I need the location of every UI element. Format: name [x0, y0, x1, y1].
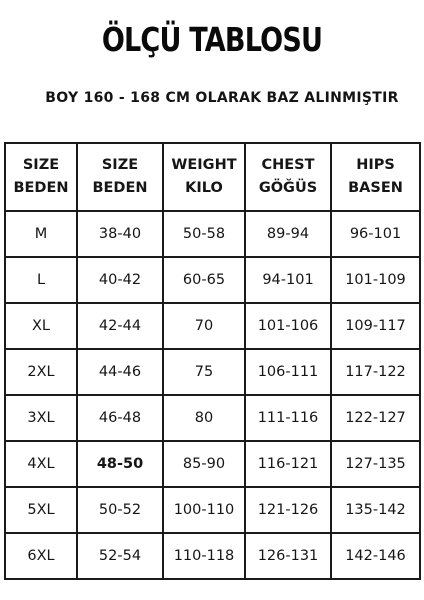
size-letter-cell: M [4, 210, 78, 258]
hips-cell: 127-135 [330, 440, 421, 488]
height-note: BOY 160 - 168 CM OLARAK BAZ ALINMIŞTIR [45, 90, 399, 106]
chest-cell: 89-94 [244, 210, 332, 258]
weight-cell: 50-58 [162, 210, 246, 258]
size-number-cell: 48-50 [76, 440, 164, 488]
weight-cell: 110-118 [162, 532, 246, 580]
header-hips-basen: HIPS BASEN [330, 142, 421, 212]
header-label: CHEST [261, 157, 315, 173]
hips-cell: 109-117 [330, 302, 421, 350]
size-chart-table: SIZE BEDEN SIZE BEDEN WEIGHT KILO CHEST … [4, 142, 421, 580]
size-number-cell: 50-52 [76, 486, 164, 534]
weight-cell: 60-65 [162, 256, 246, 304]
chest-cell: 94-101 [244, 256, 332, 304]
header-label: BASEN [348, 180, 403, 196]
size-number-cell: 44-46 [76, 348, 164, 396]
weight-cell: 80 [162, 394, 246, 442]
size-number-cell: 46-48 [76, 394, 164, 442]
size-number-cell: 40-42 [76, 256, 164, 304]
header-label: SIZE [101, 157, 139, 173]
weight-cell: 70 [162, 302, 246, 350]
hips-cell: 117-122 [330, 348, 421, 396]
header-size-beden-1: SIZE BEDEN [4, 142, 78, 212]
table-row: L 40-42 60-65 94-101 101-109 [4, 256, 421, 304]
size-letter-cell: 5XL [4, 486, 78, 534]
size-letter-cell: XL [4, 302, 78, 350]
chest-cell: 101-106 [244, 302, 332, 350]
header-label: BEDEN [92, 180, 148, 196]
table-row: 4XL 48-50 85-90 116-121 127-135 [4, 440, 421, 488]
size-number-cell: 38-40 [76, 210, 164, 258]
page-title: ÖLÇÜ TABLOSU [101, 20, 323, 59]
table-row: 5XL 50-52 100-110 121-126 135-142 [4, 486, 421, 534]
hips-cell: 101-109 [330, 256, 421, 304]
size-letter-cell: 3XL [4, 394, 78, 442]
header-weight-kilo: WEIGHT KILO [162, 142, 246, 212]
size-letter-cell: 6XL [4, 532, 78, 580]
hips-cell: 96-101 [330, 210, 421, 258]
size-number-cell: 52-54 [76, 532, 164, 580]
chest-cell: 126-131 [244, 532, 332, 580]
header-label: GÖĞÜS [258, 180, 318, 196]
table-row: 6XL 52-54 110-118 126-131 142-146 [4, 532, 421, 580]
weight-cell: 85-90 [162, 440, 246, 488]
header-label: KILO [185, 180, 223, 196]
chest-cell: 121-126 [244, 486, 332, 534]
hips-cell: 142-146 [330, 532, 421, 580]
hips-cell: 135-142 [330, 486, 421, 534]
weight-cell: 100-110 [162, 486, 246, 534]
chest-cell: 106-111 [244, 348, 332, 396]
size-letter-cell: L [4, 256, 78, 304]
header-label: WEIGHT [171, 157, 237, 173]
table-row: 2XL 44-46 75 106-111 117-122 [4, 348, 421, 396]
size-letter-cell: 2XL [4, 348, 78, 396]
hips-cell: 122-127 [330, 394, 421, 442]
size-number-cell: 42-44 [76, 302, 164, 350]
size-letter-cell: 4XL [4, 440, 78, 488]
header-label: HIPS [356, 157, 395, 173]
header-size-beden-2: SIZE BEDEN [76, 142, 164, 212]
chest-cell: 111-116 [244, 394, 332, 442]
weight-cell: 75 [162, 348, 246, 396]
header-label: BEDEN [13, 180, 69, 196]
table-row: XL 42-44 70 101-106 109-117 [4, 302, 421, 350]
chest-cell: 116-121 [244, 440, 332, 488]
header-chest-gogus: CHEST GÖĞÜS [244, 142, 332, 212]
table-header-row: SIZE BEDEN SIZE BEDEN WEIGHT KILO CHEST … [4, 142, 421, 212]
header-label: SIZE [22, 157, 60, 173]
table-row: M 38-40 50-58 89-94 96-101 [4, 210, 421, 258]
table-row: 3XL 46-48 80 111-116 122-127 [4, 394, 421, 442]
